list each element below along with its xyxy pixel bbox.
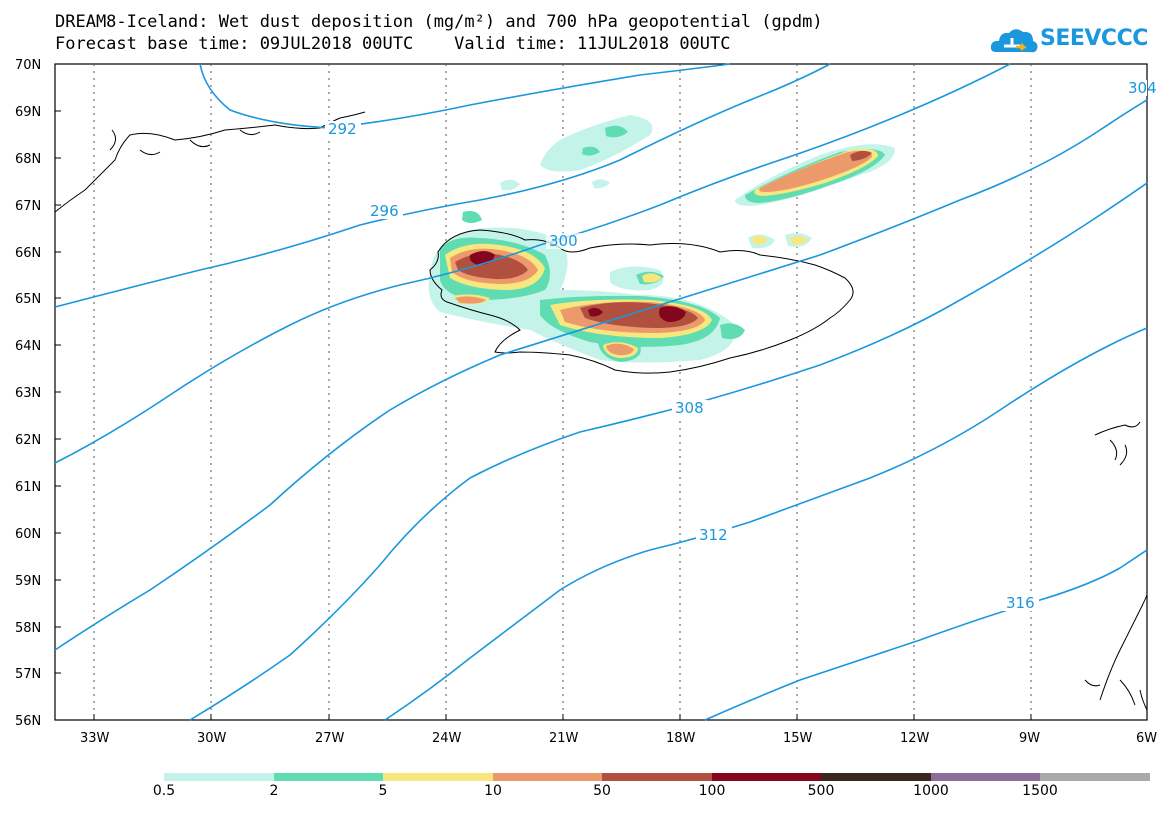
legend-label: 1500: [1022, 783, 1058, 799]
legend-bin: [821, 773, 931, 781]
lat-label: 70N: [15, 58, 41, 73]
lat-label: 69N: [15, 105, 41, 120]
legend-label: 50: [593, 783, 611, 799]
lat-label: 65N: [15, 292, 41, 307]
lon-label: 6W: [1136, 731, 1157, 746]
lon-label: 21W: [549, 731, 579, 746]
map-title-line1: DREAM8-Iceland: Wet dust deposition (mg/…: [55, 12, 823, 32]
lat-label: 64N: [15, 339, 41, 354]
contour-labels: 292 296 300 304 308 312 316: [325, 79, 1157, 612]
latitude-labels: 70N 69N 68N 67N 66N 65N 64N 63N 62N 61N …: [15, 58, 41, 729]
lat-label: 62N: [15, 433, 41, 448]
legend-label: 100: [698, 783, 726, 799]
lon-label: 12W: [900, 731, 930, 746]
color-legend: [164, 773, 1150, 781]
deposition-field: [428, 115, 895, 363]
cloud-icon: [990, 29, 1038, 53]
contour-label-300: 300: [549, 232, 578, 250]
lat-label: 57N: [15, 667, 41, 682]
contour-label-292: 292: [328, 120, 357, 138]
lat-label: 67N: [15, 199, 41, 214]
legend-bin: [493, 773, 602, 781]
legend-bin: [274, 773, 383, 781]
legend-bin: [383, 773, 493, 781]
coastlines: [54, 111, 1148, 711]
axis-ticks: [55, 63, 1032, 721]
legend-bin: [712, 773, 821, 781]
legend-label: 500: [807, 783, 835, 799]
lon-label: 9W: [1019, 731, 1040, 746]
contour-label-316: 316: [1006, 594, 1035, 612]
lon-label: 27W: [315, 731, 345, 746]
legend-bin: [602, 773, 712, 781]
lon-label: 15W: [783, 731, 813, 746]
legend-bin: [931, 773, 1040, 781]
lat-label: 63N: [15, 386, 41, 401]
lat-label: 59N: [15, 574, 41, 589]
lat-label: 68N: [15, 152, 41, 167]
legend-label: 2: [269, 783, 279, 799]
lat-label: 66N: [15, 246, 41, 261]
contour-label-308: 308: [675, 399, 704, 417]
longitude-labels: 33W 30W 27W 24W 21W 18W 15W 12W 9W 6W: [80, 731, 1157, 746]
lon-label: 24W: [432, 731, 462, 746]
geopotential-contours: [54, 63, 1148, 721]
lat-label: 61N: [15, 480, 41, 495]
legend-label: 0.5: [152, 783, 176, 799]
legend-label: 5: [378, 783, 388, 799]
contour-label-312: 312: [699, 526, 728, 544]
lon-label: 18W: [666, 731, 696, 746]
contour-label-304: 304: [1128, 79, 1157, 97]
contour-label-296: 296: [370, 202, 399, 220]
legend-label: 10: [484, 783, 502, 799]
lat-label: 56N: [15, 714, 41, 729]
map-title-line2: Forecast base time: 09JUL2018 00UTC Vali…: [55, 34, 731, 54]
legend-bin: [164, 773, 274, 781]
logo-text: SEEVCCC: [1040, 26, 1148, 51]
lat-label: 60N: [15, 527, 41, 542]
lon-label: 33W: [80, 731, 110, 746]
map-frame: [54, 63, 1148, 721]
legend-bin: [1040, 773, 1150, 781]
lat-label: 58N: [15, 621, 41, 636]
lon-label: 30W: [197, 731, 227, 746]
legend-label: 1000: [913, 783, 949, 799]
